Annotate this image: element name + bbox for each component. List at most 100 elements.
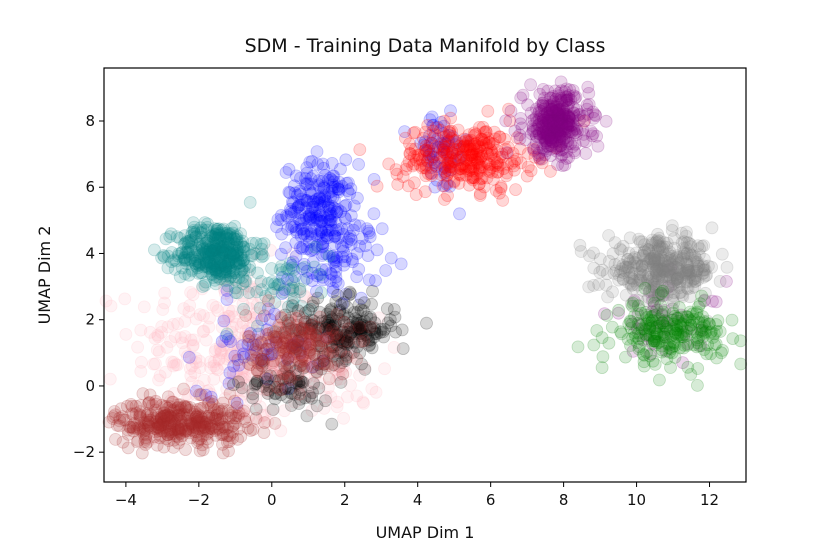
data-point: [200, 223, 214, 237]
data-point: [171, 358, 184, 372]
data-point: [269, 370, 283, 384]
data-point: [270, 323, 284, 337]
data-point: [318, 394, 332, 408]
data-point: [357, 334, 371, 348]
data-point: [279, 372, 293, 386]
data-point: [286, 247, 300, 260]
data-point: [246, 383, 260, 397]
data-point: [270, 220, 284, 234]
data-point: [226, 304, 240, 318]
data-point: [218, 371, 232, 385]
data-point: [203, 311, 216, 325]
data-point: [524, 164, 538, 178]
data-point: [324, 390, 338, 404]
data-point: [257, 237, 271, 250]
data-point: [230, 345, 244, 359]
data-point: [364, 320, 378, 334]
data-point: [339, 365, 353, 379]
data-point: [99, 294, 113, 308]
data-point: [319, 229, 333, 242]
data-point: [188, 366, 202, 380]
data-point: [298, 290, 312, 304]
data-point: [713, 274, 727, 288]
data-point: [226, 338, 240, 352]
data-point: [264, 243, 277, 257]
data-point: [329, 215, 343, 229]
data-point: [284, 369, 298, 383]
data-point: [275, 326, 289, 340]
data-point: [321, 381, 335, 395]
data-point: [691, 378, 704, 392]
data-point: [420, 316, 433, 330]
data-point: [185, 359, 199, 373]
x-tick-label: 4: [413, 491, 423, 509]
data-point: [217, 283, 231, 297]
data-point: [379, 264, 393, 277]
data-point: [189, 351, 203, 365]
data-point: [228, 394, 241, 407]
data-point: [274, 213, 288, 227]
data-point: [217, 339, 231, 353]
data-point: [509, 183, 522, 197]
data-point: [279, 241, 293, 255]
data-point: [281, 210, 295, 224]
data-point: [211, 304, 225, 318]
y-tick-label: −2: [73, 443, 95, 461]
data-point: [207, 355, 221, 369]
data-point: [207, 359, 221, 373]
data-point: [214, 346, 228, 360]
data-point: [274, 208, 288, 222]
data-point: [198, 392, 212, 406]
data-point: [104, 299, 118, 313]
data-point: [353, 368, 367, 382]
data-point: [297, 273, 311, 287]
data-point: [218, 391, 232, 405]
data-point: [220, 352, 234, 366]
data-point: [319, 222, 333, 236]
data-point: [383, 313, 397, 327]
data-point: [234, 366, 248, 380]
data-point: [217, 311, 231, 325]
data-point: [149, 395, 163, 409]
data-point: [209, 242, 222, 256]
data-point: [250, 285, 264, 299]
data-point: [171, 317, 185, 331]
data-point: [341, 334, 355, 348]
data-point: [250, 247, 264, 261]
y-axis-ticks: −2 0 2 4 6 8: [73, 112, 104, 461]
data-point: [334, 347, 348, 361]
data-point: [231, 286, 245, 300]
data-point: [252, 382, 266, 396]
data-point: [300, 178, 314, 192]
data-point: [152, 373, 166, 387]
data-point: [472, 121, 486, 134]
data-point: [692, 300, 705, 314]
data-point: [312, 180, 326, 193]
data-point: [226, 366, 240, 380]
data-point: [336, 367, 350, 381]
data-point: [207, 372, 221, 386]
data-point: [274, 424, 288, 438]
data-point: [715, 247, 729, 261]
data-point: [513, 132, 527, 146]
data-point: [204, 361, 217, 375]
data-point: [313, 208, 327, 222]
data-point: [256, 249, 270, 263]
data-point: [685, 322, 698, 336]
data-point: [314, 363, 328, 376]
data-point: [225, 375, 238, 389]
data-point: [332, 175, 346, 189]
data-point: [168, 330, 182, 344]
data-point: [332, 368, 346, 382]
data-point: [300, 176, 314, 190]
data-point: [353, 239, 367, 253]
data-point: [312, 192, 326, 206]
data-point: [580, 98, 594, 112]
data-point: [258, 383, 272, 397]
data-point: [228, 354, 242, 368]
data-point: [340, 250, 353, 264]
data-point: [370, 179, 384, 193]
data-point: [350, 389, 364, 403]
data-point: [182, 305, 196, 319]
data-point: [301, 384, 315, 398]
